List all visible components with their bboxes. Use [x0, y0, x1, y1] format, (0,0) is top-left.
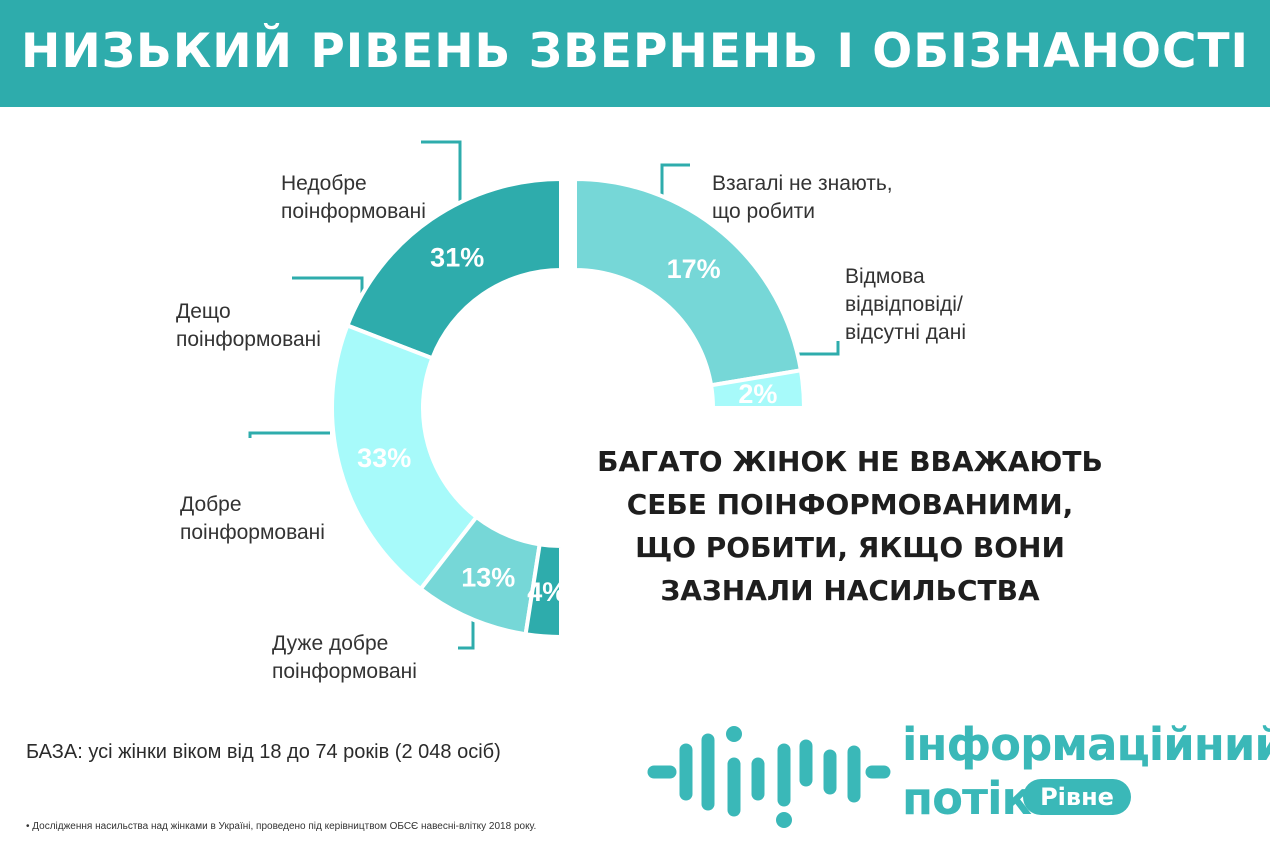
- label-line: поінформовані: [272, 660, 417, 683]
- label-line: поінформовані: [176, 328, 321, 351]
- title-bar: [0, 0, 1270, 107]
- footnote: • Дослідження насильства над жінками в У…: [26, 821, 537, 832]
- headline-line: ЩО РОБИТИ, ЯКЩО ВОНИ: [635, 531, 1065, 564]
- slice-value-ne-dobre: 31%: [430, 243, 484, 273]
- label-deshcho: Дещо поінформовані: [176, 298, 321, 354]
- label-line: поінформовані: [281, 200, 426, 223]
- leader-line-dobre: [248, 431, 330, 438]
- page-title: НИЗЬКИЙ РІВЕНЬ ЗВЕРНЕНЬ І ОБІЗНАНОСТІ: [21, 24, 1249, 79]
- donut-slice-dobre: [417, 514, 542, 637]
- label-line: Добре: [180, 493, 242, 516]
- slice-value-vzagali: 17%: [667, 254, 721, 284]
- label-vzagali: Взагалі не знають, що робити: [712, 170, 893, 226]
- label-vidmova: Відмова відвідповіді/ відсутні дані: [845, 263, 966, 347]
- leader-line-ne-dobre: [421, 140, 462, 205]
- leader-line-deshcho: [292, 276, 364, 298]
- label-line: поінформовані: [180, 521, 325, 544]
- logo-text-line2: потік: [902, 772, 1032, 825]
- donut-slice-duzhe-dobre: [523, 542, 563, 640]
- label-line: що робити: [712, 200, 816, 223]
- label-line: Взагалі не знають,: [712, 172, 893, 195]
- headline-line: СЕБЕ ПОІНФОРМОВАНИМИ,: [626, 488, 1074, 521]
- label-duzhe-dobre: Дуже добре поінформовані: [272, 630, 417, 686]
- label-line: Дуже добре: [272, 632, 389, 655]
- logo-badge: Рівне: [1023, 779, 1131, 815]
- donut-slices: [330, 176, 807, 640]
- slice-value-deshcho: 33%: [357, 443, 411, 473]
- headline-line: ЗАЗНАЛИ НАСИЛЬСТВА: [660, 574, 1040, 607]
- logo-waveform-icon: [647, 726, 891, 828]
- label-dobre: Добре поінформовані: [180, 491, 325, 547]
- label-line: відсутні дані: [845, 321, 966, 344]
- slice-value-vidmova: 2%: [738, 379, 777, 409]
- donut-slice-vidmova: [708, 368, 807, 410]
- slice-value-dobre: 13%: [461, 563, 515, 593]
- base-note: БАЗА: усі жінки віком від 18 до 74 років…: [26, 741, 501, 763]
- slice-value-duzhe-dobre: 4%: [527, 577, 566, 607]
- donut-slice-deshcho: [330, 322, 480, 592]
- donut-slice-ne-dobre: [344, 176, 563, 361]
- donut-slice-labels: 31% 33% 13% 4% 17% 2%: [357, 243, 777, 607]
- logo-text-line1: інформаційний: [902, 718, 1270, 771]
- label-line: відвідповіді/: [845, 293, 963, 316]
- donut-slice-vzagali: [573, 176, 804, 388]
- label-line: Недобре: [281, 172, 367, 195]
- headline-line: БАГАТО ЖІНОК НЕ ВВАЖАЮТЬ: [597, 445, 1103, 478]
- leader-line-vidmova: [795, 341, 840, 356]
- label-ne-dobre: Недобре поінформовані: [281, 170, 426, 226]
- label-line: Відмова: [845, 265, 925, 288]
- label-line: Дещо: [176, 300, 231, 323]
- headline: БАГАТО ЖІНОК НЕ ВВАЖАЮТЬ СЕБЕ ПОІНФОРМОВ…: [560, 440, 1140, 612]
- leader-line-duzhe-dobre: [458, 610, 475, 650]
